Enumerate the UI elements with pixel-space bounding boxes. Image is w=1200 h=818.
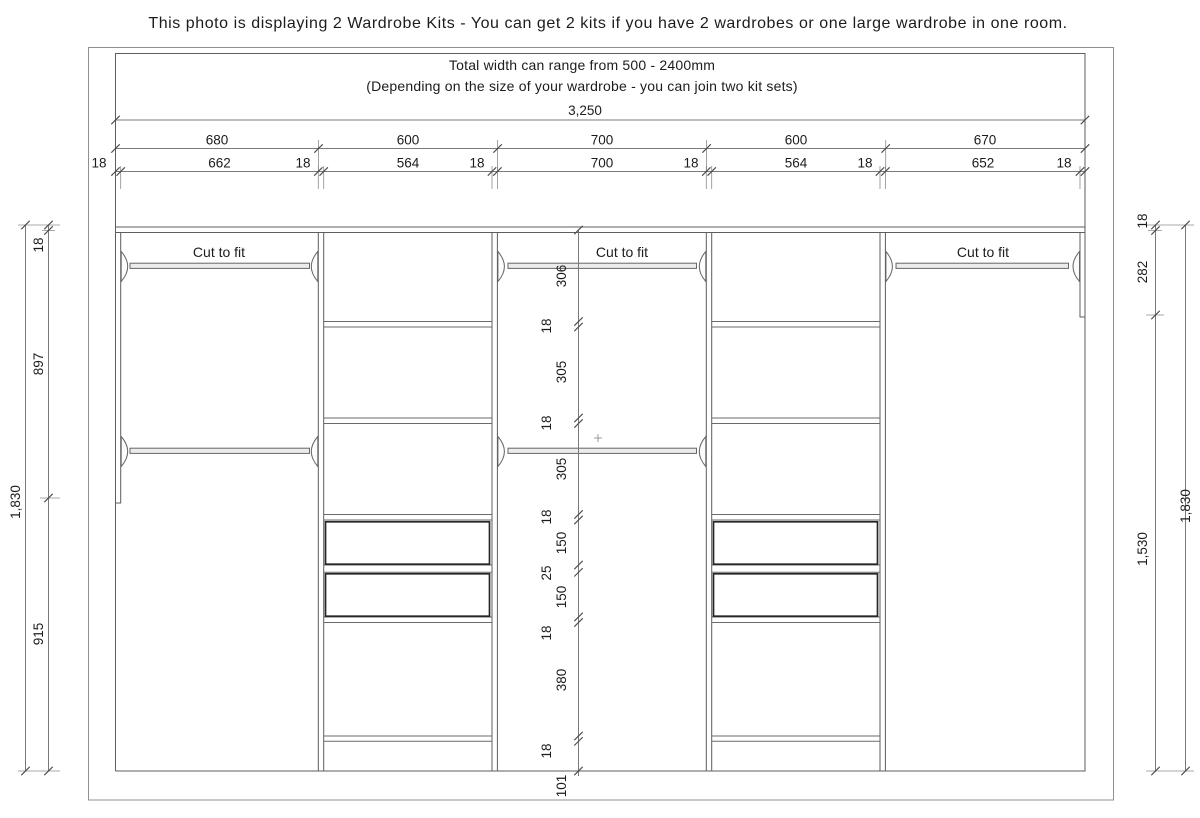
cut-to-fit-label: Cut to fit <box>957 244 1009 260</box>
drawing-border <box>88 47 1114 801</box>
dimension-ticks <box>20 115 1191 776</box>
cut-to-fit-label: Cut to fit <box>193 244 245 260</box>
dim-left-upper-height: 897 <box>31 353 46 376</box>
cut-to-fit-panels <box>115 232 1085 504</box>
dim-panel-thickness: 18 <box>857 156 872 171</box>
tower-shelves <box>323 321 880 742</box>
dim-left-top-thickness: 18 <box>31 237 46 252</box>
dim-right-lower-height: 1,530 <box>1135 532 1150 566</box>
dim-centre-segment: 305 <box>554 361 569 384</box>
dim-right-stub-height: 282 <box>1135 261 1150 284</box>
dim-bay-width: 700 <box>591 133 614 148</box>
dim-centre-segment: 18 <box>539 625 554 640</box>
dim-left-total-height: 1,830 <box>8 485 23 519</box>
dim-left-lower-height: 915 <box>31 623 46 646</box>
dim-centre-segment: 150 <box>554 586 569 609</box>
dim-centre-segment: 306 <box>554 265 569 288</box>
dim-centre-segment: 380 <box>554 669 569 692</box>
dim-centre-segment: 18 <box>539 318 554 333</box>
dim-right-total-height: 1,830 <box>1178 489 1193 523</box>
partition-panels <box>317 232 886 771</box>
centre-marker <box>594 434 602 442</box>
dim-centre-segment: 18 <box>539 743 554 758</box>
dim-centre-segment: 101 <box>554 775 569 798</box>
hanging-rails <box>120 250 1080 468</box>
dim-bay-width: 680 <box>206 133 229 148</box>
dim-centre-segment: 25 <box>539 565 554 580</box>
dim-inner-width: 564 <box>397 156 420 171</box>
notice-line-2: (Depending on the size of your wardrobe … <box>366 78 797 94</box>
dim-total-width: 3,250 <box>568 103 602 118</box>
dim-centre-segment: 150 <box>554 532 569 555</box>
drawer-fronts <box>324 520 879 618</box>
dim-panel-thickness: 18 <box>91 156 106 171</box>
dim-inner-width: 564 <box>785 156 808 171</box>
dim-centre-segment: 305 <box>554 458 569 481</box>
page-title: This photo is displaying 2 Wardrobe Kits… <box>148 15 1067 32</box>
dim-bay-width: 670 <box>974 133 997 148</box>
dim-bay-width: 600 <box>397 133 420 148</box>
extension-lines <box>18 140 1194 772</box>
wardrobe-carcass <box>115 53 1086 772</box>
dim-inner-width: 700 <box>591 156 614 171</box>
dim-centre-segment: 18 <box>539 509 554 524</box>
dim-right-top-thickness: 18 <box>1135 213 1150 228</box>
dim-inner-width: 652 <box>972 156 995 171</box>
notice-line-1: Total width can range from 500 - 2400mm <box>449 57 715 73</box>
cut-to-fit-label: Cut to fit <box>596 244 648 260</box>
dim-centre-segment: 18 <box>539 415 554 430</box>
dim-panel-thickness: 18 <box>295 156 310 171</box>
dim-bay-width: 600 <box>785 133 808 148</box>
dim-inner-width: 662 <box>208 156 231 171</box>
dim-panel-thickness: 18 <box>683 156 698 171</box>
dim-panel-thickness: 18 <box>469 156 484 171</box>
dim-panel-thickness: 18 <box>1056 156 1071 171</box>
